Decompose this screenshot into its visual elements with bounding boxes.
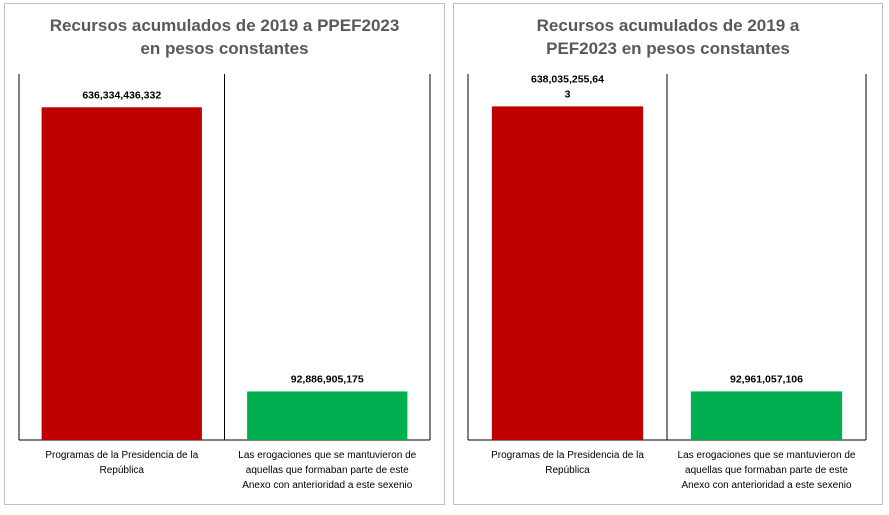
category-label: aquellas que formaban parte de este xyxy=(246,465,409,476)
category-label: aquellas que formaban parte de este xyxy=(685,465,848,476)
category-label: Programas de la Presidencia de la xyxy=(45,450,198,461)
category-label: República xyxy=(100,465,145,476)
data-label: 3 xyxy=(565,88,571,100)
bar-chart-left: 636,334,436,332 Programas de la Presidenc… xyxy=(18,74,431,491)
category-label: República xyxy=(545,465,590,476)
data-label: 638,035,255,64 xyxy=(531,73,604,85)
category-label: Programas de la Presidencia de la xyxy=(491,450,644,461)
chart-title: Recursos acumulados de 2019 a PEF2023 en… xyxy=(536,16,800,58)
chart-title: Recursos acumulados de 2019 a PPEF2023 e… xyxy=(49,16,400,58)
data-label: 92,886,905,175 xyxy=(291,373,364,385)
bar-2 xyxy=(247,391,408,440)
bar-2 xyxy=(690,391,843,440)
category-label: Anexo con anterioridad a este sexenio xyxy=(681,480,852,491)
category-label: Las erogaciones que se mantuvieron de xyxy=(238,450,416,461)
category-label: Anexo con anterioridad a este sexenio xyxy=(242,480,413,491)
chart-panel-left: Recursos acumulados de 2019 a PPEF2023 e… xyxy=(4,3,445,505)
data-label: 636,334,436,332 xyxy=(82,89,161,101)
data-label: 92,961,057,106 xyxy=(730,373,803,385)
bar-1 xyxy=(41,107,202,440)
bar-1 xyxy=(491,106,644,440)
chart-panel-right: Recursos acumulados de 2019 a PEF2023 en… xyxy=(453,3,883,505)
bar-chart-right: 638,035,255,64 3 Programas de la Presidenc… xyxy=(467,73,867,491)
category-label: Las erogaciones que se mantuvieron de xyxy=(678,450,856,461)
